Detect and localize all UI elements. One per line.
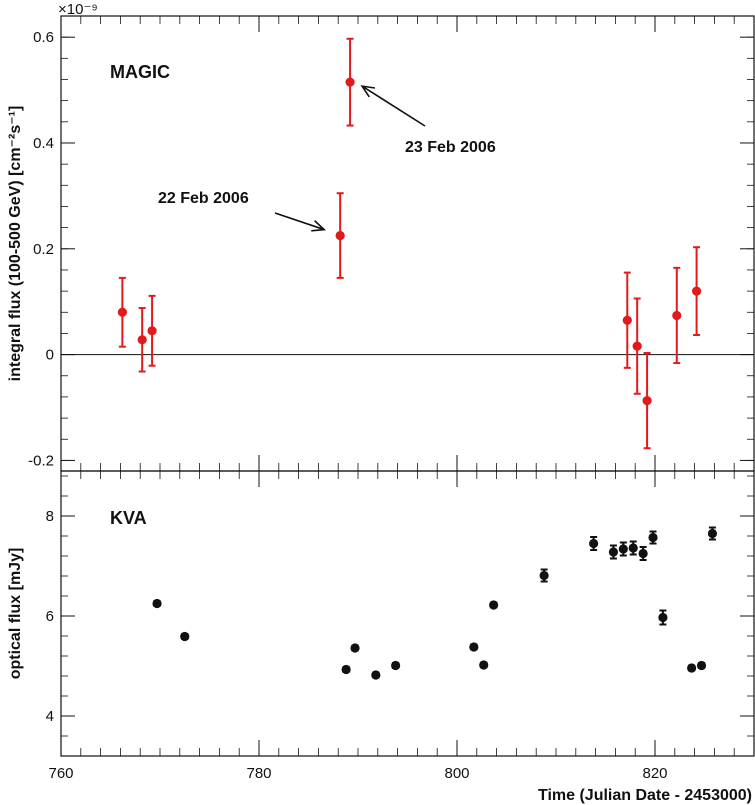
annotation-arrow-head [360,85,376,98]
kva-marker [707,528,718,539]
annotation-arrow-shaft [361,85,426,127]
kva-data-point [707,526,718,541]
kva-y-axis-label: optical flux [mJy] [7,548,24,680]
magic-data-point [622,271,632,369]
magic-y-tick-label: 0.2 [33,241,54,258]
kva-marker [479,660,489,670]
kva-marker [687,663,697,673]
magic-marker [335,230,345,241]
kva-data-point [638,546,648,561]
x-tick-label: 780 [246,765,271,782]
kva-data-point [180,631,190,642]
magic-data-point [117,276,127,348]
magic-y-tick-label: 0.6 [33,29,54,46]
magic-marker [345,77,355,87]
kva-marker [350,643,360,653]
kva-data-point [696,660,707,671]
kva-data-point [479,660,489,670]
magic-y-tick-label: 0.4 [33,135,54,152]
magic-marker [137,335,147,345]
kva-data-point [341,664,351,675]
kva-marker [391,660,401,671]
kva-marker [648,532,658,543]
magic-marker [622,315,632,325]
kva-data-point [539,568,549,583]
x-axis-label: Time (Julian Date - 2453000) [538,787,752,804]
annotation-label: 23 Feb 2006 [405,139,496,156]
kva-x-ticks: 760 780 800 820 [48,471,755,782]
kva-data-points [152,526,718,680]
magic-x-ticks [60,16,755,471]
kva-data-point [152,598,162,609]
magic-data-point [642,352,652,450]
kva-y-tick-label: 8 [46,508,54,525]
magic-y-ticks: -0.2 0 0.2 0.4 0.6 [28,15,754,469]
kva-marker [628,543,638,553]
kva-marker [341,664,351,675]
kva-data-point [658,609,668,626]
magic-data-points [117,37,702,450]
magic-y-axis-label: integral flux (100-500 GeV) [cm⁻²s⁻¹] [7,106,24,382]
magic-data-point [632,297,642,395]
annotation: 23 Feb 2006 [360,85,496,156]
magic-marker [117,307,127,317]
kva-marker [152,598,162,609]
magic-marker [147,326,157,336]
magic-data-point [345,37,355,127]
kva-data-point [648,530,658,545]
kva-data-point [589,536,599,551]
kva-data-point [618,541,628,557]
x-tick-label: 820 [642,765,667,782]
magic-data-point [137,307,147,373]
kva-marker [489,600,499,610]
magic-marker [642,396,652,406]
magic-panel-label: MAGIC [110,62,170,82]
kva-marker [469,642,479,652]
kva-marker [618,544,628,554]
kva-data-point [687,663,697,673]
kva-data-point [391,660,401,671]
magic-y-tick-label: -0.2 [28,452,54,469]
kva-data-point [608,544,619,560]
annotation-label: 22 Feb 2006 [158,190,249,207]
kva-data-point [489,600,499,610]
kva-marker [180,631,190,642]
kva-panel-frame [60,470,755,757]
kva-data-point [371,670,381,680]
annotation-arrow-head [311,220,327,232]
kva-y-tick-label: 4 [46,708,54,725]
x-tick-label: 760 [48,765,73,782]
magic-y-scale-note: ×10⁻⁹ [58,1,98,18]
kva-panel: 468 760 780 800 820 KVA optical flux [mJy] … [7,470,755,804]
kva-marker [589,538,599,549]
kva-marker [658,612,668,623]
kva-marker [539,570,549,581]
annotation-arrow-shaft [274,212,325,231]
kva-panel-label: KVA [110,508,147,528]
kva-y-ticks: 4 6 8 [46,475,754,757]
magic-y-tick-label: 0 [46,347,54,364]
magic-data-point [147,294,157,367]
kva-marker [608,547,619,557]
magic-annotations: 22 Feb 2006 23 Feb 2006 [158,85,496,232]
kva-data-point [628,540,638,556]
magic-data-point [691,246,702,337]
magic-data-point [672,266,682,365]
magic-panel: -0.2 0 0.2 0.4 0.6 MAGIC ×10⁻⁹ integral flux… [7,1,755,472]
kva-marker [696,660,707,671]
kva-data-point [469,642,479,652]
annotation: 22 Feb 2006 [158,190,327,232]
magic-marker [691,286,702,296]
kva-marker [638,548,648,559]
magic-data-point [335,192,345,279]
kva-y-tick-label: 6 [46,608,54,625]
kva-marker [371,670,381,680]
magic-marker [632,341,642,351]
magic-marker [672,310,682,321]
x-tick-label: 800 [444,765,469,782]
kva-data-point [350,643,360,653]
